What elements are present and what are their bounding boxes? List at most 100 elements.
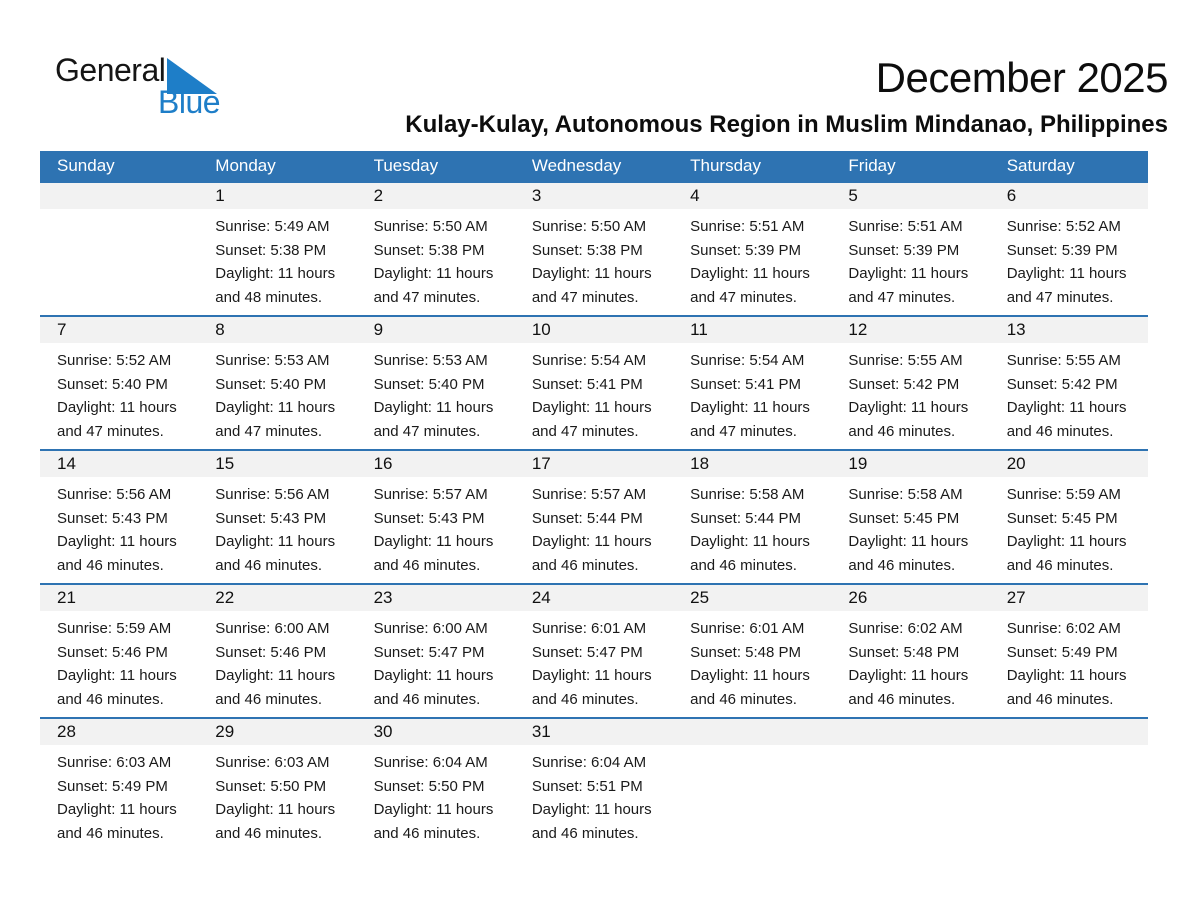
day-cell-11: 11 Sunrise: 5:54 AM Sunset: 5:41 PM Dayligh… xyxy=(673,316,832,450)
sunrise-text: Sunrise: 5:58 AM xyxy=(690,486,805,503)
daylight-text-line1: Daylight: 11 hours xyxy=(1006,533,1127,550)
date-number: 18 xyxy=(673,451,832,477)
sunset-text: Sunset: 5:42 PM xyxy=(848,375,960,393)
day-header-monday: Monday xyxy=(198,151,357,182)
sunrise-text: Sunrise: 6:02 AM xyxy=(848,620,963,637)
day-details: Sunrise: 5:56 AM Sunset: 5:43 PM Daylight:… xyxy=(198,477,356,577)
sunrise-text: Sunrise: 6:02 AM xyxy=(1006,620,1121,637)
sunrise-text: Sunrise: 5:51 AM xyxy=(690,218,805,235)
day-details: Sunrise: 5:59 AM Sunset: 5:45 PM Daylight:… xyxy=(990,477,1148,577)
title-block: December 2025 Kulay-Kulay, Autonomous Re… xyxy=(295,54,1170,139)
day-cell-3: 3 Sunrise: 5:50 AM Sunset: 5:38 PM Daylight… xyxy=(514,182,674,316)
date-number: 6 xyxy=(989,183,1148,209)
sunset-text: Sunset: 5:45 PM xyxy=(848,509,960,527)
day-details: Sunrise: 6:02 AM Sunset: 5:49 PM Daylight:… xyxy=(990,611,1148,711)
date-number: 13 xyxy=(989,317,1148,343)
sunrise-text: Sunrise: 5:54 AM xyxy=(531,352,647,369)
sunrise-text: Sunrise: 5:56 AM xyxy=(215,486,330,503)
date-number: 27 xyxy=(989,585,1148,611)
day-header-saturday: Saturday xyxy=(989,151,1148,182)
week-row: 14 Sunrise: 5:56 AM Sunset: 5:43 PM Dayligh… xyxy=(40,450,1148,584)
sunset-text: Sunset: 5:48 PM xyxy=(848,643,960,661)
sunrise-text: Sunrise: 5:55 AM xyxy=(848,352,963,369)
day-cell-empty xyxy=(40,182,199,316)
day-details: Sunrise: 5:58 AM Sunset: 5:44 PM Daylight:… xyxy=(673,477,831,577)
day-details: Sunrise: 5:50 AM Sunset: 5:38 PM Daylight:… xyxy=(357,209,515,309)
sunrise-text: Sunrise: 5:56 AM xyxy=(57,486,172,503)
daylight-text-line2: and 46 minutes. xyxy=(848,422,956,440)
day-cell-17: 17 Sunrise: 5:57 AM Sunset: 5:44 PM Dayligh… xyxy=(514,450,674,584)
day-cell-20: 20 Sunrise: 5:59 AM Sunset: 5:45 PM Dayligh… xyxy=(989,450,1148,584)
day-details: Sunrise: 6:01 AM Sunset: 5:48 PM Daylight:… xyxy=(673,611,831,711)
sunset-text: Sunset: 5:40 PM xyxy=(215,375,327,393)
daylight-text-line2: and 47 minutes. xyxy=(690,288,797,306)
sunset-text: Sunset: 5:43 PM xyxy=(57,509,168,527)
sunrise-text: Sunrise: 5:50 AM xyxy=(531,218,647,235)
daylight-text-line2: and 46 minutes. xyxy=(1006,422,1114,440)
daylight-text-line2: and 46 minutes. xyxy=(215,824,323,842)
daylight-text-line1: Daylight: 11 hours xyxy=(215,399,336,416)
date-number: 3 xyxy=(514,183,674,209)
date-number: 29 xyxy=(198,719,357,745)
day-details: Sunrise: 5:57 AM Sunset: 5:44 PM Daylight:… xyxy=(515,477,673,577)
date-number xyxy=(673,719,832,745)
daylight-text-line2: and 46 minutes. xyxy=(531,556,639,574)
date-number xyxy=(989,719,1148,745)
day-details: Sunrise: 6:04 AM Sunset: 5:50 PM Daylight:… xyxy=(357,745,515,845)
day-details: Sunrise: 5:53 AM Sunset: 5:40 PM Daylight:… xyxy=(198,343,356,443)
daylight-text-line1: Daylight: 11 hours xyxy=(690,667,810,684)
daylight-text-line2: and 46 minutes. xyxy=(1006,690,1114,708)
general-blue-logo: General Blue xyxy=(55,54,295,118)
day-details: Sunrise: 5:54 AM Sunset: 5:41 PM Daylight:… xyxy=(515,343,673,443)
sunset-text: Sunset: 5:47 PM xyxy=(531,643,643,661)
daylight-text-line1: Daylight: 11 hours xyxy=(848,667,969,684)
date-number: 14 xyxy=(40,451,199,477)
sunrise-text: Sunrise: 6:03 AM xyxy=(57,754,172,771)
sunset-text: Sunset: 5:44 PM xyxy=(690,509,802,527)
date-number: 30 xyxy=(356,719,515,745)
date-number: 15 xyxy=(198,451,357,477)
day-header-wednesday: Wednesday xyxy=(514,151,674,182)
day-cell-2: 2 Sunrise: 5:50 AM Sunset: 5:38 PM Daylight… xyxy=(356,182,515,316)
day-cell-9: 9 Sunrise: 5:53 AM Sunset: 5:40 PM Daylight… xyxy=(356,316,515,450)
sunrise-text: Sunrise: 5:54 AM xyxy=(690,352,805,369)
date-number: 16 xyxy=(356,451,515,477)
sunset-text: Sunset: 5:38 PM xyxy=(373,241,485,259)
day-cell-empty xyxy=(989,718,1148,852)
day-cell-6: 6 Sunrise: 5:52 AM Sunset: 5:39 PM Daylight… xyxy=(989,182,1148,316)
day-cell-27: 27 Sunrise: 6:02 AM Sunset: 5:49 PM Dayligh… xyxy=(989,584,1148,718)
sunrise-text: Sunrise: 5:59 AM xyxy=(57,620,172,637)
daylight-text-line1: Daylight: 11 hours xyxy=(1006,667,1127,684)
daylight-text-line1: Daylight: 11 hours xyxy=(373,667,494,684)
calendar-page: General Blue December 2025 Kulay-Kulay, … xyxy=(40,54,1170,852)
daylight-text-line1: Daylight: 11 hours xyxy=(57,399,177,416)
daylight-text-line1: Daylight: 11 hours xyxy=(57,533,177,550)
daylight-text-line1: Daylight: 11 hours xyxy=(848,533,969,550)
sunset-text: Sunset: 5:39 PM xyxy=(690,241,802,259)
sunset-text: Sunset: 5:42 PM xyxy=(1006,375,1118,393)
day-cell-30: 30 Sunrise: 6:04 AM Sunset: 5:50 PM Dayligh… xyxy=(356,718,515,852)
day-cell-14: 14 Sunrise: 5:56 AM Sunset: 5:43 PM Dayligh… xyxy=(40,450,199,584)
date-number: 26 xyxy=(831,585,990,611)
daylight-text-line2: and 46 minutes. xyxy=(531,824,639,842)
sunset-text: Sunset: 5:46 PM xyxy=(215,643,327,661)
daylight-text-line1: Daylight: 11 hours xyxy=(848,399,969,416)
sunset-text: Sunset: 5:49 PM xyxy=(57,777,168,795)
day-cell-16: 16 Sunrise: 5:57 AM Sunset: 5:43 PM Dayligh… xyxy=(356,450,515,584)
day-details: Sunrise: 6:01 AM Sunset: 5:47 PM Daylight:… xyxy=(515,611,673,711)
sunrise-text: Sunrise: 6:03 AM xyxy=(215,754,330,771)
day-details: Sunrise: 6:04 AM Sunset: 5:51 PM Daylight:… xyxy=(515,745,673,845)
daylight-text-line2: and 47 minutes. xyxy=(57,422,164,440)
day-details: Sunrise: 6:03 AM Sunset: 5:50 PM Daylight:… xyxy=(198,745,356,845)
day-details: Sunrise: 6:00 AM Sunset: 5:46 PM Daylight:… xyxy=(198,611,356,711)
day-details: Sunrise: 5:57 AM Sunset: 5:43 PM Daylight:… xyxy=(357,477,515,577)
date-number: 1 xyxy=(198,183,357,209)
sunset-text: Sunset: 5:45 PM xyxy=(1006,509,1118,527)
logo-triangle-icon xyxy=(167,58,218,94)
day-cell-13: 13 Sunrise: 5:55 AM Sunset: 5:42 PM Dayligh… xyxy=(989,316,1148,450)
date-number xyxy=(40,183,199,209)
week-row: 7 Sunrise: 5:52 AM Sunset: 5:40 PM Daylight… xyxy=(40,316,1148,450)
daylight-text-line2: and 46 minutes. xyxy=(531,690,639,708)
daylight-text-line1: Daylight: 11 hours xyxy=(1006,399,1127,416)
daylight-text-line2: and 46 minutes. xyxy=(373,824,481,842)
